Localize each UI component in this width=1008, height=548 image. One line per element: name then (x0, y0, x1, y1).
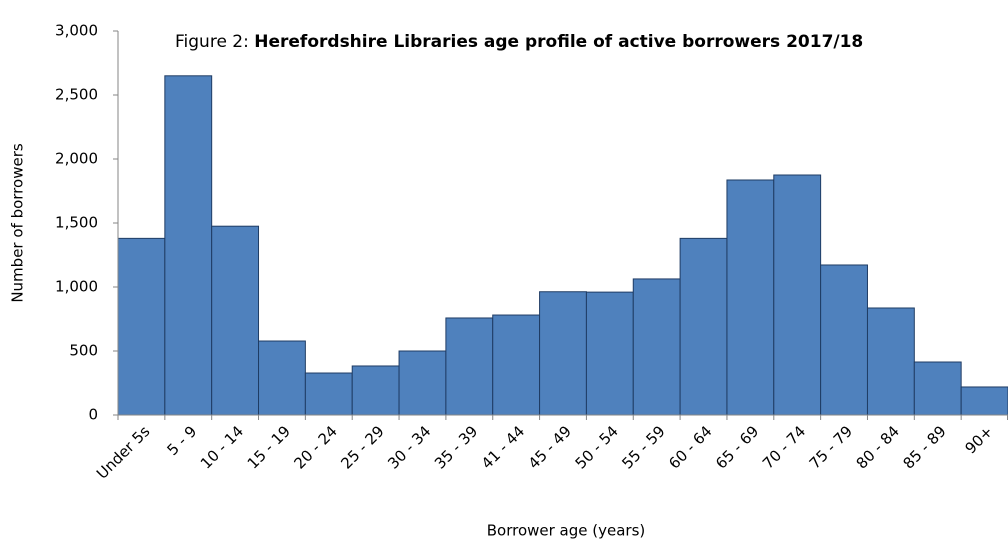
y-tick-label: 500 (69, 342, 98, 360)
y-axis-label: Number of borrowers (9, 143, 27, 303)
x-tick-label: 85 - 89 (899, 422, 949, 472)
bar (960, 386, 1008, 416)
bar (211, 225, 260, 416)
y-tick-label: 0 (88, 406, 98, 424)
y-tick-label: 2,000 (55, 150, 98, 168)
y-tick-label: 1,500 (55, 214, 98, 232)
bar (398, 350, 447, 416)
chart-title: Figure 2: Herefordshire Libraries age pr… (175, 32, 863, 52)
x-axis-label: Borrower age (years) (487, 522, 646, 540)
x-tick-label: 35 - 39 (431, 422, 481, 472)
x-tick-label: 25 - 29 (337, 422, 387, 472)
x-tick-label: 30 - 34 (384, 422, 434, 472)
bar (773, 174, 822, 416)
x-tick-label: 5 - 9 (163, 422, 200, 459)
bar (539, 291, 587, 416)
x-tick-label: 75 - 79 (806, 422, 856, 472)
x-tick-label: 70 - 74 (759, 422, 809, 472)
x-tick-label: 20 - 24 (291, 422, 341, 472)
bar (585, 291, 634, 416)
y-tick-label: 2,500 (55, 86, 98, 104)
bar (164, 75, 213, 416)
bar (632, 278, 681, 416)
x-tick-label: 10 - 14 (197, 422, 247, 472)
bar (679, 237, 728, 416)
x-tick-label: 55 - 59 (618, 422, 668, 472)
bar (351, 365, 400, 416)
bar (866, 307, 915, 416)
x-tick-label: 80 - 84 (853, 422, 903, 472)
bar (726, 179, 775, 416)
y-tick-label: 1,000 (55, 278, 98, 296)
bar (913, 361, 962, 416)
bar (117, 237, 166, 416)
x-tick-label: 90+ (961, 422, 996, 457)
y-tick-label: 3,000 (55, 22, 98, 40)
x-tick-label: 60 - 64 (665, 422, 715, 472)
x-tick-label: 50 - 54 (572, 422, 622, 472)
bar (304, 372, 353, 416)
x-tick-label: 65 - 69 (712, 422, 762, 472)
x-tick-label: 41 - 44 (478, 422, 528, 472)
bar (492, 314, 541, 416)
x-tick-label: Under 5s (93, 422, 154, 483)
title-prefix: Figure 2: (175, 32, 249, 52)
bar (258, 340, 306, 416)
x-tick-label: 45 - 49 (525, 422, 575, 472)
bar (820, 264, 868, 416)
title-main: Herefordshire Libraries age profile of a… (254, 32, 863, 52)
x-tick-label: 15 - 19 (244, 422, 294, 472)
bar (445, 317, 494, 416)
